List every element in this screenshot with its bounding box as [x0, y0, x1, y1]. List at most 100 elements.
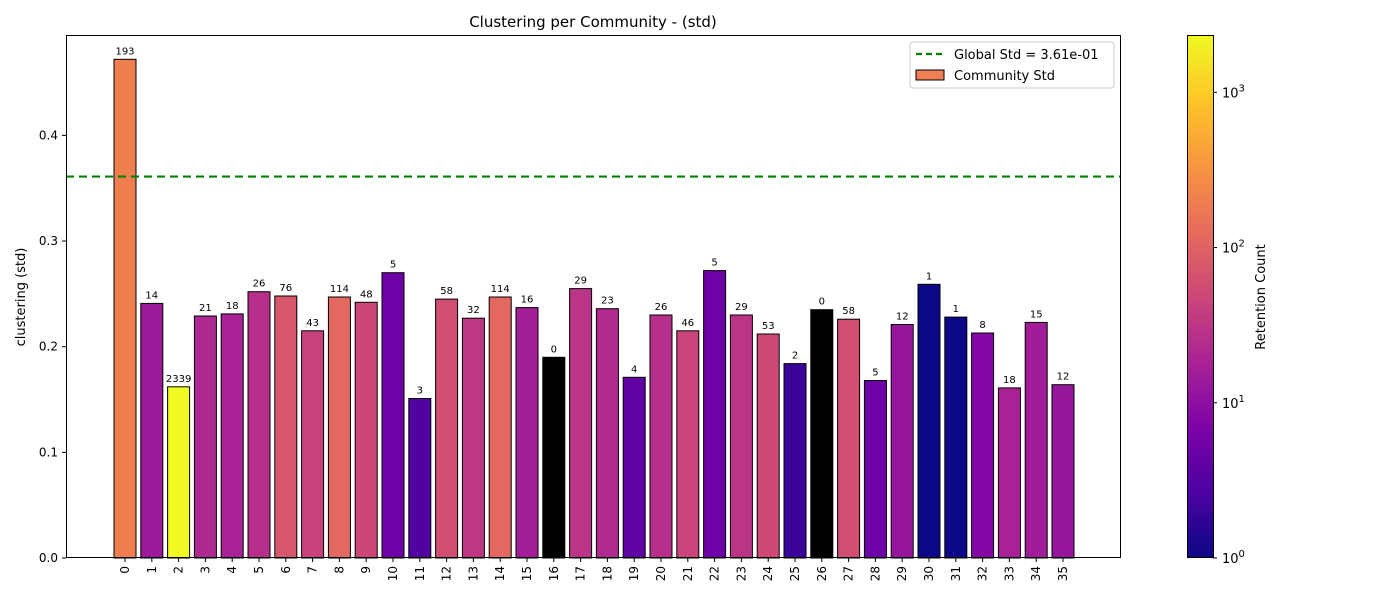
count-label-5: 26	[253, 279, 266, 290]
x-tick-label-4: 4	[225, 566, 239, 574]
bar-community-17	[569, 288, 593, 559]
bar-community-8	[327, 296, 351, 559]
y-tick-label-4: 0.4	[39, 128, 58, 142]
bar-community-25	[783, 363, 807, 559]
bar-community-16	[542, 356, 566, 559]
count-label-2: 2339	[166, 374, 191, 385]
x-tick-label-29: 29	[895, 566, 909, 581]
bar-community-26	[810, 309, 834, 559]
count-label-31: 1	[953, 304, 959, 315]
bar-community-7	[301, 330, 325, 559]
bar-community-12	[435, 298, 459, 559]
count-label-33: 18	[1003, 375, 1016, 386]
plot-frame	[66, 35, 1121, 558]
count-label-24: 53	[762, 321, 775, 332]
x-tick-label-23: 23	[734, 566, 748, 581]
count-label-15: 16	[521, 295, 534, 306]
bar-community-0	[113, 58, 137, 559]
x-tick-label-1: 1	[145, 566, 159, 574]
x-tick-label-32: 32	[976, 566, 990, 581]
x-tick-label-14: 14	[493, 566, 507, 581]
bar-community-15	[515, 307, 539, 559]
bar-community-11	[408, 398, 432, 559]
bar-community-18	[595, 308, 619, 559]
x-tick-label-5: 5	[252, 566, 266, 574]
bar-community-24	[756, 333, 780, 559]
bar-community-32	[971, 332, 995, 559]
count-label-22: 5	[711, 258, 717, 269]
y-axis-label: clustering (std)	[14, 248, 29, 347]
colorbar-tick-label-2: 102	[1222, 239, 1245, 257]
x-tick-label-27: 27	[842, 566, 856, 581]
bar-community-21	[676, 330, 700, 559]
x-tick-label-26: 26	[815, 566, 829, 581]
x-tick-label-15: 15	[520, 566, 534, 581]
count-label-0: 193	[115, 46, 134, 57]
count-label-29: 12	[896, 312, 909, 323]
colorbar-ticks: 100 101 102 103	[1213, 83, 1245, 567]
bar-community-27	[837, 318, 861, 559]
bar-community-23	[729, 314, 753, 559]
count-label-10: 5	[390, 260, 396, 271]
x-tick-label-11: 11	[413, 566, 427, 581]
colorbar-tick-label-3: 103	[1222, 83, 1245, 101]
colorbar-label: Retention Count	[1254, 244, 1269, 349]
bar-community-3	[193, 315, 217, 559]
count-label-30: 1	[926, 271, 932, 282]
count-label-17: 29	[574, 276, 587, 287]
x-tick-label-12: 12	[440, 566, 454, 581]
bar-community-29	[890, 324, 914, 559]
count-label-18: 23	[601, 296, 614, 307]
x-tick-label-25: 25	[788, 566, 802, 581]
legend-label-community-std: Community Std	[954, 69, 1055, 84]
x-tick-label-13: 13	[466, 566, 480, 581]
colorbar-tick-label-0: 100	[1222, 549, 1245, 567]
count-label-26: 0	[819, 297, 825, 308]
bars-layer	[113, 58, 1075, 559]
count-label-19: 4	[631, 364, 637, 375]
x-axis-ticks: 0 1 2 3 4 5 6 7 8 9 10 11 12 13 14 15 16 17 18 19 20 21 22 23 24…	[118, 558, 1070, 581]
count-label-13: 32	[467, 305, 480, 316]
bar-community-34	[1024, 321, 1048, 559]
bar-community-30	[917, 283, 941, 559]
count-label-7: 43	[306, 318, 319, 329]
bar-community-5	[247, 291, 271, 559]
count-label-34: 15	[1030, 309, 1043, 320]
count-label-6: 76	[279, 283, 292, 294]
colorbar	[1187, 35, 1214, 558]
count-label-35: 12	[1057, 372, 1070, 383]
x-tick-label-33: 33	[1002, 566, 1016, 581]
count-label-16: 0	[551, 344, 557, 355]
x-tick-label-2: 2	[172, 566, 186, 574]
x-tick-label-31: 31	[949, 566, 963, 581]
bar-community-35	[1051, 384, 1075, 559]
count-label-12: 58	[440, 286, 453, 297]
bar-community-1	[140, 302, 164, 559]
count-label-23: 29	[735, 302, 748, 313]
bar-community-4	[220, 313, 244, 559]
x-tick-label-22: 22	[708, 566, 722, 581]
bar-community-9	[354, 301, 378, 559]
count-label-25: 2	[792, 351, 798, 362]
count-label-21: 46	[681, 318, 694, 329]
count-label-11: 3	[417, 386, 423, 397]
legend-label-global-std: Global Std = 3.61e-01	[954, 48, 1099, 63]
count-label-27: 58	[842, 306, 855, 317]
x-tick-label-35: 35	[1056, 566, 1070, 581]
x-tick-label-30: 30	[922, 566, 936, 581]
colorbar-tick-label-1: 101	[1222, 394, 1245, 412]
x-tick-label-20: 20	[654, 566, 668, 581]
chart-title: Clustering per Community - (std)	[469, 13, 717, 31]
bar-community-13	[461, 317, 485, 559]
bar-community-6	[274, 295, 298, 559]
x-tick-label-21: 21	[681, 566, 695, 581]
bar-community-19	[622, 376, 646, 559]
x-tick-label-10: 10	[386, 566, 400, 581]
legend-patch-swatch	[915, 69, 945, 81]
x-tick-label-28: 28	[868, 566, 882, 581]
x-tick-label-19: 19	[627, 566, 641, 581]
count-label-9: 48	[360, 289, 373, 300]
y-tick-label-1: 0.1	[39, 445, 58, 459]
